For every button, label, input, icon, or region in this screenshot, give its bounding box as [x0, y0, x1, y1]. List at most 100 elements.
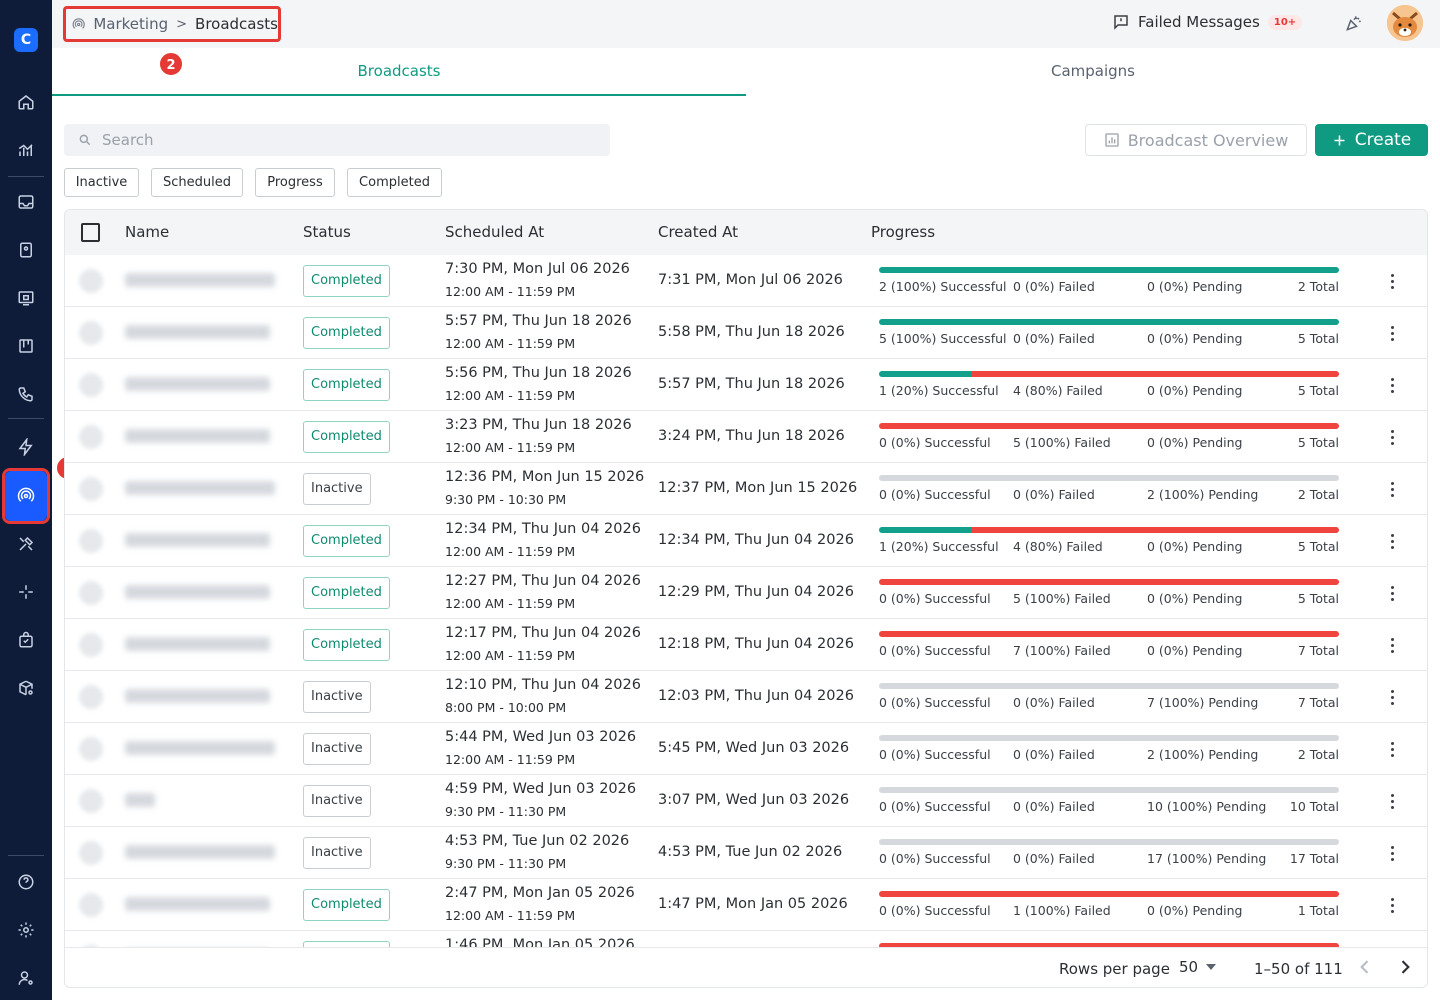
schedule-window: 12:00 AM - 11:59 PM — [445, 544, 576, 559]
next-page-button[interactable] — [1395, 957, 1415, 981]
filter-progress[interactable]: Progress — [255, 168, 335, 197]
row-checkbox[interactable] — [79, 373, 103, 397]
sparkle-icon[interactable] — [14, 580, 38, 604]
row-checkbox[interactable] — [79, 945, 103, 947]
breadcrumb-parent[interactable]: Marketing — [93, 15, 169, 33]
failed-count: 0 (0%) Failed — [1013, 695, 1095, 710]
row-checkbox[interactable] — [79, 477, 103, 501]
row-checkbox[interactable] — [79, 633, 103, 657]
table-row[interactable]: Inactive 4:59 PM, Wed Jun 03 2026 9:30 PM … — [65, 775, 1427, 827]
phone-icon[interactable] — [14, 382, 38, 406]
broadcast-name-redacted[interactable] — [125, 897, 270, 911]
home-icon[interactable] — [14, 90, 38, 114]
table-row[interactable]: Completed 5:56 PM, Thu Jun 18 2026 12:00 A… — [65, 359, 1427, 411]
templates-icon[interactable] — [14, 334, 38, 358]
tab-campaigns[interactable]: Campaigns — [1050, 62, 1135, 80]
row-checkbox[interactable] — [79, 737, 103, 761]
broadcast-nav-item[interactable] — [5, 471, 47, 521]
pending-count: 10 (100%) Pending — [1147, 799, 1267, 814]
row-menu-button[interactable] — [1383, 425, 1401, 449]
total-count: 2 Total — [1297, 279, 1339, 294]
create-button[interactable]: Create — [1315, 124, 1428, 156]
row-checkbox[interactable] — [79, 581, 103, 605]
filter-inactive[interactable]: Inactive — [64, 168, 139, 197]
broadcast-name-redacted[interactable] — [125, 533, 270, 547]
table-row[interactable]: Completed 7:30 PM, Mon Jul 06 2026 12:00 A… — [65, 255, 1427, 307]
broadcast-name-redacted[interactable] — [125, 689, 270, 703]
row-checkbox[interactable] — [79, 425, 103, 449]
broadcast-name-redacted[interactable] — [125, 845, 275, 859]
tab-broadcasts[interactable]: Broadcasts — [52, 48, 746, 96]
broadcast-name-redacted[interactable] — [125, 273, 275, 287]
row-menu-button[interactable] — [1383, 373, 1401, 397]
select-all-checkbox[interactable] — [81, 223, 100, 242]
previous-page-button[interactable] — [1355, 957, 1375, 981]
progress-bar — [879, 423, 1339, 429]
row-checkbox[interactable] — [79, 893, 103, 917]
commerce-icon[interactable] — [14, 628, 38, 652]
row-checkbox[interactable] — [79, 789, 103, 813]
celebration-icon[interactable] — [1344, 13, 1364, 37]
row-menu-button[interactable] — [1383, 321, 1401, 345]
broadcast-name-redacted[interactable] — [125, 481, 275, 495]
column-status[interactable]: Status — [303, 223, 351, 241]
user-avatar[interactable] — [1387, 5, 1423, 41]
row-menu-button[interactable] — [1383, 633, 1401, 657]
dashboard-icon[interactable] — [14, 286, 38, 310]
broadcast-name-redacted[interactable] — [125, 637, 270, 651]
column-created-at[interactable]: Created At — [658, 223, 739, 241]
broadcast-name-redacted[interactable] — [125, 325, 270, 339]
settings-icon[interactable] — [14, 918, 38, 942]
lightning-icon[interactable] — [14, 435, 38, 459]
broadcast-name-redacted[interactable] — [125, 741, 275, 755]
row-menu-button[interactable] — [1383, 893, 1401, 917]
row-menu-button[interactable] — [1383, 477, 1401, 501]
row-menu-button[interactable] — [1383, 789, 1401, 813]
row-checkbox[interactable] — [79, 529, 103, 553]
table-row[interactable]: Completed 3:23 PM, Thu Jun 18 2026 12:00 A… — [65, 411, 1427, 463]
table-row[interactable]: Inactive 12:36 PM, Mon Jun 15 2026 9:30 PM… — [65, 463, 1427, 515]
app-logo[interactable]: C — [14, 28, 38, 52]
broadcast-name-redacted[interactable] — [125, 429, 270, 443]
tools-icon[interactable] — [14, 532, 38, 556]
table-row[interactable]: Completed 5:57 PM, Thu Jun 18 2026 12:00 A… — [65, 307, 1427, 359]
row-menu-button[interactable] — [1383, 737, 1401, 761]
failed-count: 0 (0%) Failed — [1013, 851, 1095, 866]
column-scheduled-at[interactable]: Scheduled At — [445, 223, 545, 241]
progress-success-segment — [879, 319, 1339, 325]
row-menu-button[interactable] — [1383, 269, 1401, 293]
table-row[interactable]: Inactive 5:44 PM, Wed Jun 03 2026 12:00 AM… — [65, 723, 1427, 775]
inbox-icon[interactable] — [14, 190, 38, 214]
filter-completed[interactable]: Completed — [347, 168, 442, 197]
row-checkbox[interactable] — [79, 269, 103, 293]
broadcast-name-redacted[interactable] — [125, 585, 270, 599]
broadcast-overview-button[interactable]: Broadcast Overview — [1085, 124, 1307, 156]
row-menu-button[interactable] — [1383, 841, 1401, 865]
rows-per-page-select[interactable]: 50 — [1179, 958, 1217, 976]
table-row[interactable]: Completed 1:46 PM, Mon Jan 05 2026 — [65, 931, 1427, 947]
row-checkbox[interactable] — [79, 841, 103, 865]
user-settings-icon[interactable] — [14, 966, 38, 990]
broadcast-name-redacted[interactable] — [125, 377, 270, 391]
table-row[interactable]: Inactive 12:10 PM, Thu Jun 04 2026 8:00 PM… — [65, 671, 1427, 723]
filter-scheduled[interactable]: Scheduled — [151, 168, 243, 197]
broadcast-name-redacted[interactable] — [125, 793, 155, 807]
help-icon[interactable] — [14, 870, 38, 894]
column-progress[interactable]: Progress — [871, 223, 936, 241]
table-row[interactable]: Completed 2:47 PM, Mon Jan 05 2026 12:00 A… — [65, 879, 1427, 931]
table-row[interactable]: Completed 12:34 PM, Thu Jun 04 2026 12:00 … — [65, 515, 1427, 567]
table-row[interactable]: Inactive 4:53 PM, Tue Jun 02 2026 9:30 PM … — [65, 827, 1427, 879]
analytics-icon[interactable] — [14, 138, 38, 162]
column-name[interactable]: Name — [125, 223, 170, 241]
row-menu-button[interactable] — [1383, 529, 1401, 553]
row-checkbox[interactable] — [79, 685, 103, 709]
table-row[interactable]: Completed 12:17 PM, Thu Jun 04 2026 12:00 … — [65, 619, 1427, 671]
table-row[interactable]: Completed 12:27 PM, Thu Jun 04 2026 12:00 … — [65, 567, 1427, 619]
row-menu-button[interactable] — [1383, 581, 1401, 605]
row-checkbox[interactable] — [79, 321, 103, 345]
row-menu-button[interactable] — [1383, 685, 1401, 709]
contacts-icon[interactable] — [14, 238, 38, 262]
search-input[interactable]: Search — [64, 124, 610, 156]
package-settings-icon[interactable] — [14, 676, 38, 700]
failed-messages-button[interactable]: Failed Messages 10+ — [1112, 13, 1303, 31]
